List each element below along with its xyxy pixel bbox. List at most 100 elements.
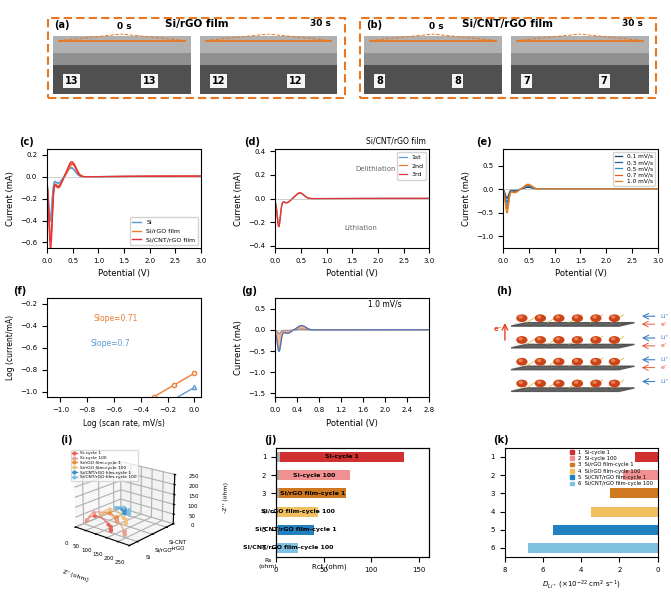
Text: (e): (e) bbox=[476, 137, 491, 147]
1.0 mV/s bbox=[574, 186, 582, 193]
Circle shape bbox=[519, 359, 522, 362]
Text: Delithiation: Delithiation bbox=[356, 166, 396, 172]
0.1 mV/s bbox=[500, 187, 508, 194]
0.5 mV/s bbox=[503, 202, 511, 209]
Circle shape bbox=[612, 338, 615, 340]
Bar bbox=[278, 507, 318, 516]
0.3 mV/s bbox=[650, 186, 658, 193]
Text: 1.0 mV/s: 1.0 mV/s bbox=[368, 300, 401, 308]
Bar bbox=[280, 452, 404, 462]
Circle shape bbox=[572, 337, 582, 343]
2nd bbox=[296, 189, 304, 196]
2nd bbox=[398, 195, 406, 202]
Circle shape bbox=[537, 316, 541, 318]
Circle shape bbox=[517, 359, 527, 365]
1st bbox=[364, 195, 372, 202]
Circle shape bbox=[554, 337, 564, 343]
Polygon shape bbox=[511, 366, 635, 370]
Text: Li⁺: Li⁺ bbox=[661, 357, 669, 362]
1st bbox=[345, 195, 353, 202]
3rd bbox=[346, 195, 354, 202]
X-axis label: Z' (ohm): Z' (ohm) bbox=[62, 569, 89, 582]
0.1 mV/s bbox=[574, 186, 582, 193]
2nd bbox=[425, 195, 433, 202]
Text: 7: 7 bbox=[601, 76, 607, 86]
Circle shape bbox=[519, 316, 522, 318]
Circle shape bbox=[593, 382, 597, 383]
Circle shape bbox=[517, 337, 527, 343]
Bar bbox=[276, 543, 277, 553]
0.5 mV/s bbox=[654, 186, 662, 193]
0.7 mV/s bbox=[650, 186, 658, 193]
Bar bbox=[276, 470, 279, 480]
0.7 mV/s bbox=[574, 186, 582, 193]
Text: (k): (k) bbox=[493, 435, 509, 446]
Circle shape bbox=[574, 359, 578, 362]
Line: 0.1 mV/s: 0.1 mV/s bbox=[504, 187, 658, 198]
0.5 mV/s bbox=[584, 186, 592, 193]
Line: 2nd: 2nd bbox=[275, 193, 429, 226]
Bar bbox=[277, 543, 299, 553]
2nd bbox=[271, 199, 279, 206]
0.5 mV/s bbox=[500, 188, 508, 195]
Bar bbox=[276, 452, 280, 462]
Text: Lithiation: Lithiation bbox=[345, 225, 378, 231]
Bar bbox=[200, 36, 338, 94]
Text: e⁻: e⁻ bbox=[493, 326, 502, 332]
Circle shape bbox=[554, 359, 564, 365]
0.7 mV/s bbox=[627, 186, 635, 193]
0.1 mV/s bbox=[650, 186, 658, 193]
3rd bbox=[271, 199, 279, 206]
1.0 mV/s bbox=[524, 181, 532, 188]
Text: Rct (ohm): Rct (ohm) bbox=[312, 563, 347, 570]
0.5 mV/s bbox=[574, 186, 582, 193]
Text: Si/CNT/rGO film-cycle 1: Si/CNT/rGO film-cycle 1 bbox=[255, 527, 337, 533]
Bar bbox=[278, 525, 314, 535]
Legend: 1  Si-cycle 1, 2  Si-cycle 100, 3  Si/rGO film-cycle 1, 4  Si/rGO film-cycle 100: 1 Si-cycle 1, 2 Si-cycle 100, 3 Si/rGO f… bbox=[568, 448, 655, 488]
Circle shape bbox=[535, 315, 546, 321]
Bar bbox=[53, 65, 191, 94]
Text: Li⁺: Li⁺ bbox=[661, 314, 669, 319]
0.5 mV/s bbox=[573, 186, 581, 193]
Y-axis label: Log (current/mA): Log (current/mA) bbox=[5, 315, 15, 380]
Polygon shape bbox=[511, 323, 635, 326]
Circle shape bbox=[556, 359, 559, 362]
3rd bbox=[345, 195, 353, 202]
3rd bbox=[296, 189, 304, 196]
0.7 mV/s bbox=[503, 205, 511, 213]
2nd bbox=[356, 195, 364, 202]
Bar bbox=[623, 470, 658, 480]
Text: 0 s: 0 s bbox=[429, 22, 444, 31]
0.7 mV/s bbox=[524, 181, 532, 189]
Circle shape bbox=[593, 316, 597, 318]
Circle shape bbox=[537, 382, 541, 383]
Text: Si/rGO film-cycle 1: Si/rGO film-cycle 1 bbox=[280, 491, 345, 496]
Bar bbox=[364, 36, 502, 94]
Polygon shape bbox=[511, 388, 635, 391]
Circle shape bbox=[609, 315, 619, 321]
0.5 mV/s bbox=[592, 186, 600, 193]
0.1 mV/s bbox=[592, 186, 600, 193]
0.1 mV/s bbox=[573, 186, 581, 193]
Circle shape bbox=[554, 380, 564, 386]
X-axis label: Potential (V): Potential (V) bbox=[98, 270, 150, 279]
1.0 mV/s bbox=[573, 186, 581, 193]
X-axis label: $D_{Li^+}$ ($\times$10$^{-22}$ cm$^2$ s$^{-1}$): $D_{Li^+}$ ($\times$10$^{-22}$ cm$^2$ s$… bbox=[542, 579, 621, 591]
Circle shape bbox=[556, 382, 559, 383]
Text: Li⁺: Li⁺ bbox=[661, 335, 669, 340]
Circle shape bbox=[612, 359, 615, 362]
2nd bbox=[422, 195, 430, 202]
0.3 mV/s bbox=[500, 187, 508, 195]
Bar bbox=[279, 488, 346, 498]
Circle shape bbox=[572, 315, 582, 321]
Y-axis label: Current (mA): Current (mA) bbox=[462, 171, 471, 226]
Text: 8: 8 bbox=[376, 76, 383, 86]
Text: 30 s: 30 s bbox=[622, 19, 643, 28]
Text: Si/CNT/rGO film: Si/CNT/rGO film bbox=[366, 136, 426, 145]
1.0 mV/s bbox=[503, 210, 511, 217]
1st bbox=[346, 195, 354, 202]
0.1 mV/s bbox=[503, 195, 511, 202]
Legend: Si-cycle 1, Si-cycle 100, Si/rGO film-cycle 1, Si/rGO film-cycle 100, Si/CNT/rGO: Si-cycle 1, Si-cycle 100, Si/rGO film-cy… bbox=[71, 450, 138, 480]
Text: 12: 12 bbox=[211, 76, 225, 86]
Circle shape bbox=[517, 380, 527, 386]
